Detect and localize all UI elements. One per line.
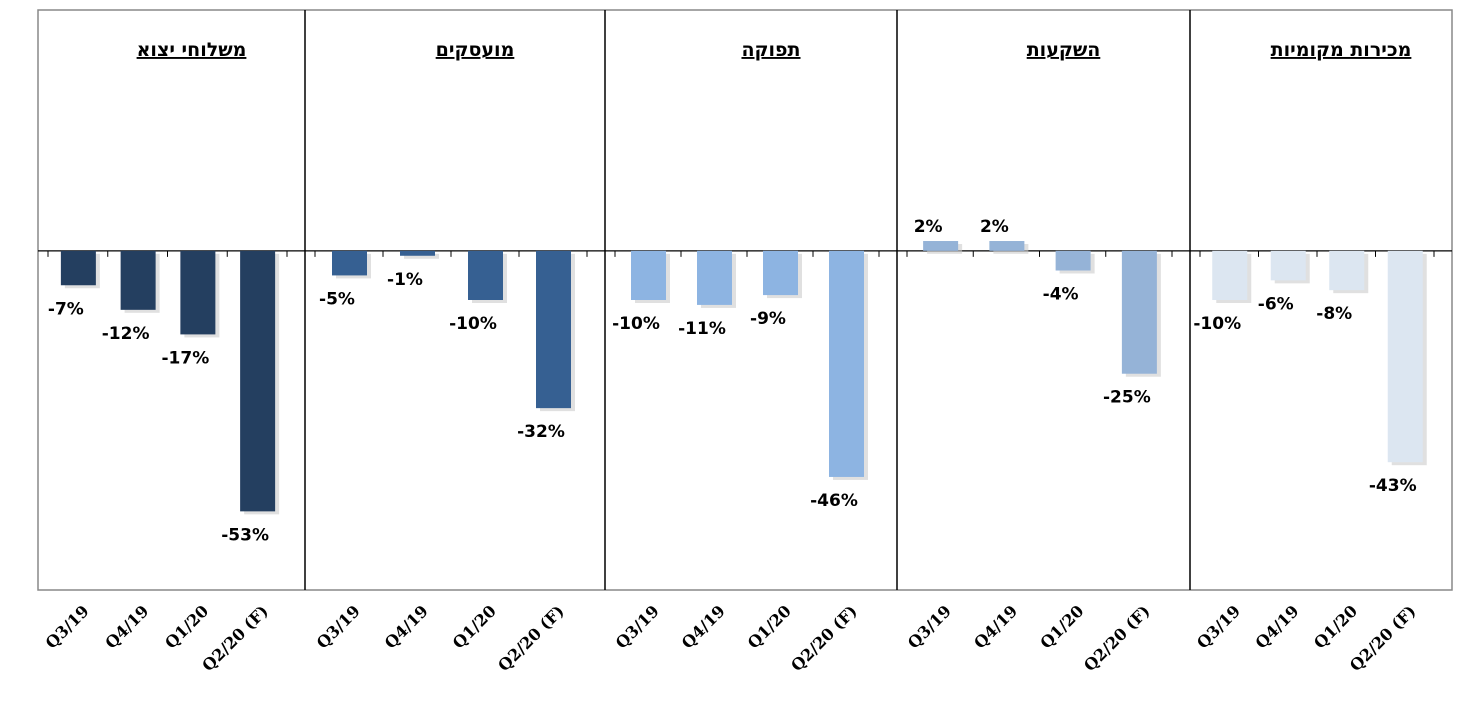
value-label: -11% [678,319,726,339]
x-tick-label: Q1/20 [161,601,212,652]
bar [989,241,1025,251]
x-tick-label: Q4/19 [1252,601,1303,652]
bar [1121,250,1157,374]
x-tick-label: Q1/20 [1036,601,1087,652]
bar [180,250,216,335]
value-label: -43% [1369,476,1417,496]
x-tick-label: Q4/19 [678,601,729,652]
value-label: -10% [612,314,660,334]
value-label: 2% [980,217,1009,237]
x-tick-label: Q3/19 [904,601,955,652]
value-label: -25% [1103,388,1151,408]
panel-title: תפוקה [741,39,800,61]
value-label: -6% [1258,294,1294,314]
value-label: -8% [1316,304,1352,324]
bar [923,241,959,251]
x-tick-label: Q4/19 [381,601,432,652]
x-tick-label: Q1/20 [744,601,795,652]
bar [468,250,503,300]
panel-title: מכירות מקומיות [1271,39,1412,61]
bar [240,250,276,512]
value-label: -12% [102,324,150,344]
x-tick-label: Q1/20 [449,601,500,652]
x-tick-label: Q2/20 (F) [787,601,861,675]
x-tick-label: Q4/19 [970,601,1021,652]
bar [1212,250,1248,300]
value-label: -9% [750,309,786,329]
value-label: -10% [1193,314,1241,334]
x-tick-label: Q3/19 [313,601,364,652]
value-label: 2% [914,217,943,237]
bar [1387,250,1423,463]
bar [332,250,367,276]
bar [763,250,798,296]
bar [697,250,732,305]
bar [829,250,864,477]
value-label: -7% [48,299,84,319]
value-label: -5% [319,289,355,309]
bar [536,250,571,409]
value-label: -32% [517,422,565,442]
bar [631,250,666,300]
bar [1329,250,1365,291]
value-label: -46% [810,491,858,511]
x-tick-label: Q3/19 [42,601,93,652]
bar-shadow [404,253,439,259]
bar [1270,250,1306,281]
bar [60,250,96,286]
value-label: -1% [387,270,423,290]
x-tick-label: Q2/20 (F) [1080,601,1154,675]
x-tick-label: Q3/19 [612,601,663,652]
panel-title: משלוחי יצוא [137,39,247,61]
x-tick-label: Q3/19 [1193,601,1244,652]
bar [400,250,435,256]
value-label: -53% [221,525,269,545]
bar [120,250,156,310]
panel-title: השקעות [1027,39,1101,61]
x-tick-label: Q1/20 [1310,601,1361,652]
value-label: -10% [449,314,497,334]
bar [1055,250,1091,271]
x-tick-label: Q4/19 [101,601,152,652]
panel-title: מועסקים [436,39,515,61]
value-label: -17% [162,348,210,368]
value-label: -4% [1043,285,1079,305]
x-tick-label: Q2/20 (F) [494,601,568,675]
